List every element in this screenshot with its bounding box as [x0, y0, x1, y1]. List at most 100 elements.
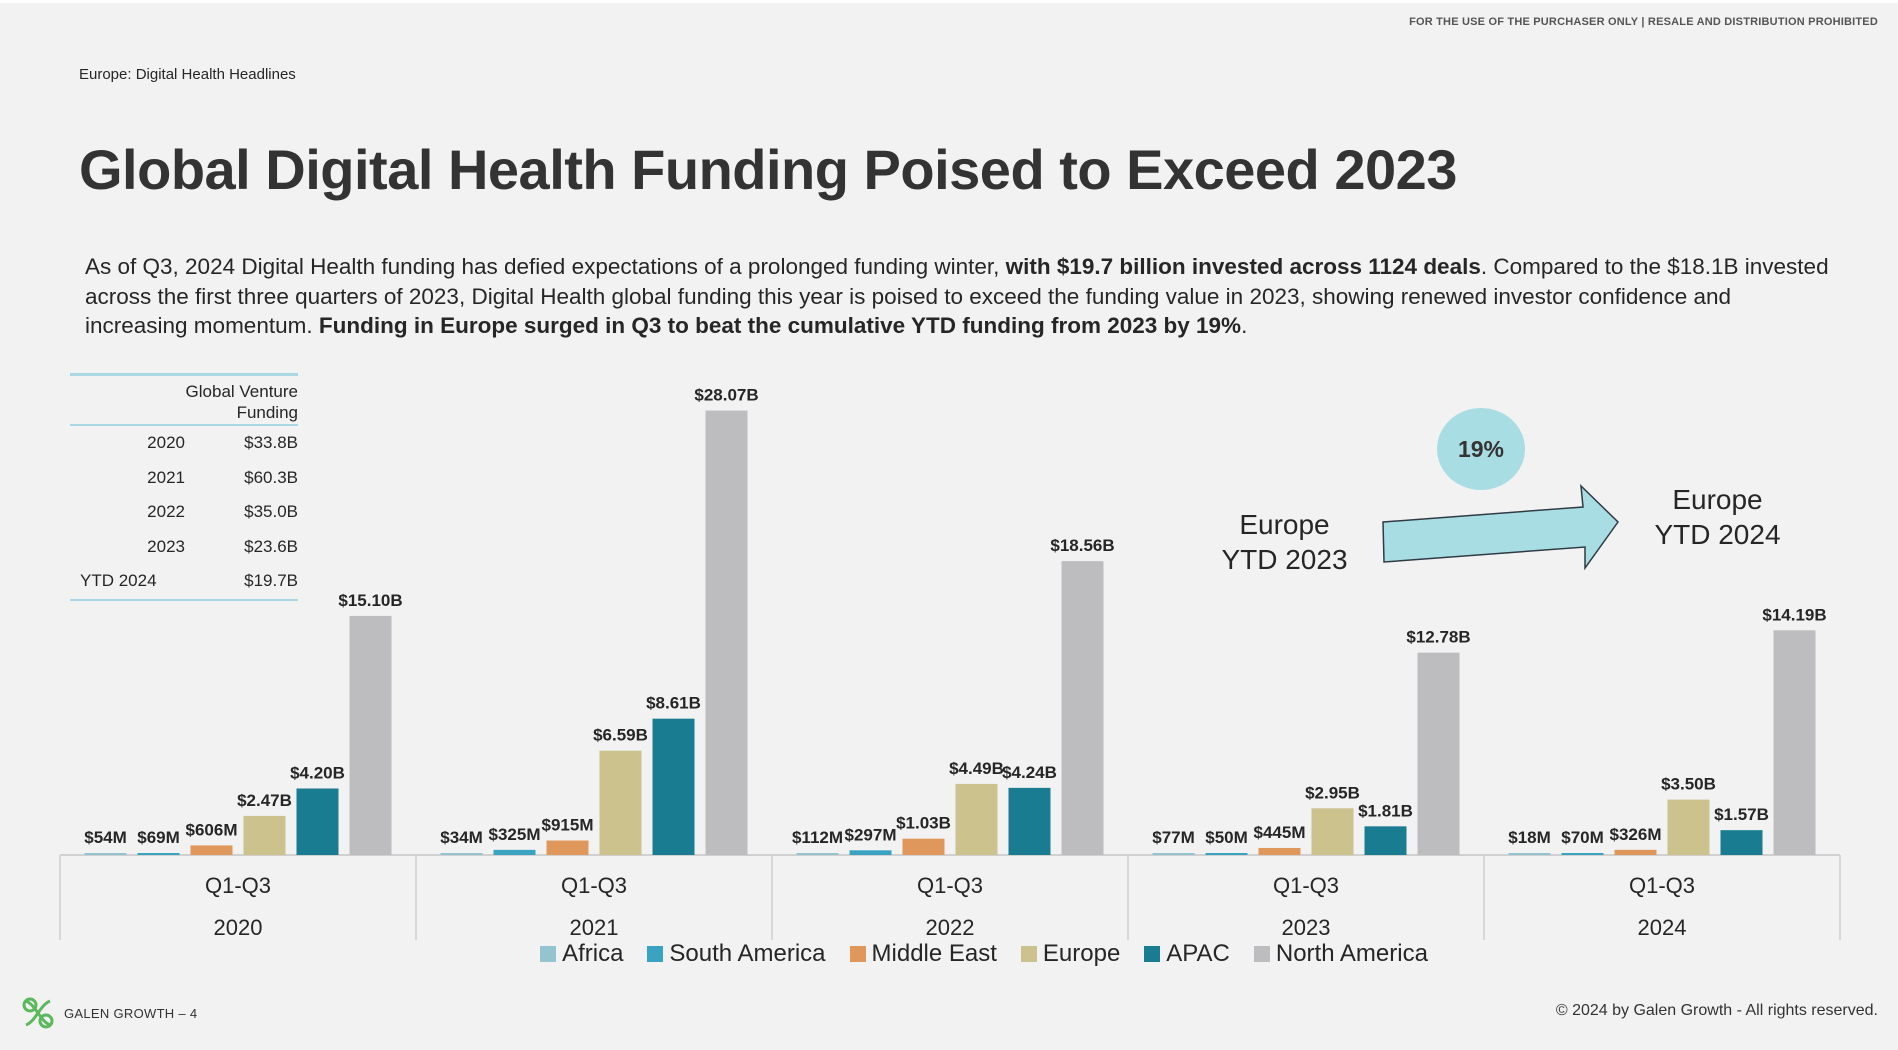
bar-middle-east	[1614, 849, 1657, 855]
callout-right-line2: YTD 2024	[1654, 519, 1781, 550]
table-rule-bottom	[70, 598, 298, 601]
top-border	[0, 0, 1898, 3]
table-value: $35.0B	[244, 502, 298, 522]
bar-apac	[1364, 826, 1407, 855]
table-header: Global Venture Funding	[70, 376, 298, 424]
table-value: $23.6B	[244, 536, 298, 556]
bar-apac	[1720, 830, 1763, 855]
bar-north-america	[349, 615, 392, 855]
bar-north-america	[705, 410, 748, 855]
legend-item: Africa	[540, 940, 623, 968]
data-label: $4.49B	[949, 759, 1004, 778]
bar-south-america	[137, 853, 180, 855]
table-row: 2022 $35.0B	[70, 495, 298, 530]
bar-south-america	[1561, 853, 1604, 855]
data-label: $297M	[845, 825, 897, 844]
legend-item: North America	[1253, 940, 1428, 968]
callout-left-line1: Europe	[1239, 509, 1330, 540]
bar-apac	[652, 718, 695, 855]
callout-europe-ytd-2024: Europe YTD 2024	[1630, 482, 1805, 552]
legend-swatch	[849, 946, 866, 962]
table-row: 2023 $23.6B	[70, 530, 298, 565]
data-label: $50M	[1205, 828, 1248, 847]
legend-label: Europe	[1042, 940, 1121, 967]
data-label: $445M	[1254, 823, 1306, 842]
intro-paragraph: As of Q3, 2024 Digital Health funding ha…	[85, 252, 1835, 341]
bar-north-america	[1061, 561, 1104, 855]
x-tick-period: Q1-Q3	[561, 873, 627, 898]
x-tick-year: 2024	[1638, 915, 1687, 940]
legend-item: APAC	[1144, 940, 1230, 968]
data-label: $1.03B	[896, 814, 951, 833]
legend-swatch	[1253, 946, 1270, 962]
table-year: 2022	[147, 502, 185, 522]
legend-label: Africa	[562, 940, 624, 967]
data-label: $3.50B	[1661, 775, 1716, 794]
data-label: $915M	[542, 816, 594, 835]
data-label: $12.78B	[1406, 628, 1470, 647]
data-label: $14.19B	[1762, 605, 1826, 624]
bar-north-america	[1417, 652, 1460, 855]
bar-africa	[440, 853, 483, 855]
x-tick-year: 2022	[926, 915, 975, 940]
table-row: 2021 $60.3B	[70, 461, 298, 496]
bar-south-america	[493, 849, 536, 855]
x-tick-period: Q1-Q3	[205, 873, 271, 898]
legend-swatch	[647, 946, 664, 962]
callout-right-line1: Europe	[1672, 484, 1763, 515]
table-value: $33.8B	[244, 433, 298, 453]
x-tick-period: Q1-Q3	[1273, 873, 1339, 898]
data-label: $4.24B	[1002, 763, 1057, 782]
data-label: $28.07B	[694, 386, 758, 405]
table-year: 2020	[147, 433, 185, 453]
table-rule-header	[70, 424, 298, 426]
bar-africa	[796, 853, 839, 855]
data-label: $112M	[792, 828, 843, 847]
bar-middle-east	[546, 840, 589, 855]
legend-item: Middle East	[849, 940, 997, 968]
x-tick-year: 2023	[1282, 915, 1331, 940]
data-label: $2.95B	[1305, 783, 1360, 802]
legend-swatch	[540, 946, 557, 962]
chart-legend: Africa South America Middle East Europe APAC…	[0, 940, 1898, 968]
growth-percent-bubble: 19%	[1437, 408, 1525, 490]
data-label: $1.81B	[1358, 801, 1413, 820]
data-label: $34M	[440, 828, 483, 847]
footer-page-label: GALEN GROWTH – 4	[64, 1006, 198, 1021]
page-title: Global Digital Health Funding Poised to …	[79, 138, 1457, 201]
data-label: $6.59B	[593, 726, 648, 745]
legend-item: South America	[647, 940, 826, 968]
table-value: $60.3B	[244, 467, 298, 487]
table-rule-top	[70, 373, 298, 376]
legend-swatch	[1020, 946, 1037, 962]
data-label: $18M	[1508, 828, 1551, 847]
data-label: $69M	[137, 828, 180, 847]
data-label: $4.20B	[290, 764, 345, 783]
legend-label: Middle East	[871, 940, 997, 967]
data-label: $18.56B	[1050, 536, 1114, 555]
bar-africa	[84, 853, 127, 855]
bar-europe	[955, 783, 998, 855]
intro-text-3: .	[1241, 313, 1248, 338]
legend-item: Europe	[1020, 940, 1121, 968]
intro-text-1: As of Q3, 2024 Digital Health funding ha…	[85, 254, 1006, 279]
callout-left-line2: YTD 2023	[1221, 544, 1348, 575]
bar-europe	[1667, 799, 1710, 855]
data-label: $325M	[489, 825, 541, 844]
table-row: 2020 $33.8B	[70, 426, 298, 461]
table-value: $19.7B	[244, 571, 298, 591]
data-label: $77M	[1152, 828, 1195, 847]
x-tick-year: 2021	[570, 915, 619, 940]
intro-highlight-2: Funding in Europe surged in Q3 to beat t…	[318, 313, 1242, 338]
table-year: YTD 2024	[80, 571, 157, 591]
growth-arrow-icon	[1382, 484, 1619, 571]
data-label: $606M	[186, 820, 238, 839]
bar-europe	[1311, 808, 1354, 855]
bar-africa	[1152, 853, 1195, 855]
galen-growth-logo-icon	[22, 997, 54, 1029]
table-year: 2023	[147, 536, 185, 556]
table-year: 2021	[147, 467, 185, 487]
bar-africa	[1508, 853, 1551, 855]
footer-copyright: © 2024 by Galen Growth - All rights rese…	[1555, 1002, 1878, 1019]
